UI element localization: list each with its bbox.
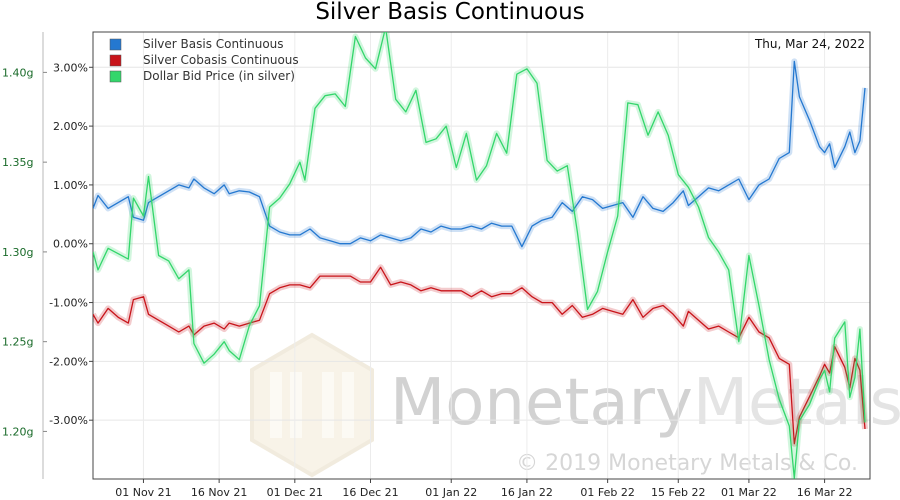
- date-label: Thu, Mar 24, 2022: [754, 37, 865, 51]
- grid-lines: [93, 32, 870, 479]
- legend-swatch: [109, 54, 122, 67]
- x-tick-label: 15 Feb 22: [651, 486, 705, 499]
- left-tick-label: -3.00%: [49, 414, 88, 427]
- plot-frame: [92, 31, 871, 480]
- watermark-brand: MonetaryMetals: [390, 366, 900, 440]
- x-tick-label: 16 Mar 22: [797, 486, 853, 499]
- left-tick-label: -1.00%: [49, 297, 88, 310]
- x-tick-label: 01 Nov 21: [115, 486, 171, 499]
- x-tick-label: 01 Jan 22: [425, 486, 477, 499]
- left-tick-label: 3.00%: [53, 61, 88, 74]
- x-axis-ticks: 01 Nov 21 16 Nov 21 01 Dec 21 16 Dec 21 01 J…: [115, 479, 852, 499]
- x-tick-label: 01 Feb 22: [580, 486, 634, 499]
- legend: Silver Basis Continuous Silver Cobasis Co…: [109, 37, 299, 83]
- right-tick-label: 1.20g: [2, 425, 33, 438]
- x-tick-label: 01 Dec 21: [267, 486, 323, 499]
- legend-swatch: [109, 70, 122, 83]
- left-tick-label: 2.00%: [53, 120, 88, 133]
- series-group: [93, 32, 868, 479]
- left-tick-label: 1.00%: [53, 179, 88, 192]
- left-axis-ticks: 3.00% 2.00% 1.00% 0.00% -1.00% -2.00% -3.00%: [49, 61, 93, 427]
- right-tick-label: 1.30g: [2, 246, 33, 259]
- x-tick-label: 16 Nov 21: [191, 486, 247, 499]
- legend-label: Silver Basis Continuous: [143, 37, 284, 51]
- right-tick-label: 1.40g: [2, 66, 33, 79]
- right-tick-label: 1.35g: [2, 156, 33, 169]
- monetary-metals-logo: [250, 332, 374, 478]
- left-tick-label: -2.00%: [49, 355, 88, 368]
- chart-title: Silver Basis Continuous: [315, 0, 584, 25]
- right-axis-ticks: 1.40g 1.35g 1.30g 1.25g 1.20g: [2, 66, 47, 438]
- x-tick-label: 01 Mar 22: [721, 486, 777, 499]
- watermark: MonetaryMetals © 2019 Monetary Metals & …: [250, 332, 900, 478]
- legend-label: Silver Cobasis Continuous: [143, 53, 299, 67]
- dollar-bid-price-in-silver-line: [93, 32, 866, 479]
- watermark-copyright: © 2019 Monetary Metals & Co.: [516, 451, 858, 476]
- right-tick-label: 1.25g: [2, 336, 33, 349]
- x-tick-label: 16 Jan 22: [501, 486, 553, 499]
- legend-label: Dollar Bid Price (in silver): [143, 69, 295, 83]
- silver-basis-continuous-line: [93, 60, 866, 248]
- legend-swatch: [109, 38, 122, 51]
- silver-cobasis-continuous-line: [93, 266, 866, 445]
- left-tick-label: 0.00%: [53, 238, 88, 251]
- x-tick-label: 16 Dec 21: [342, 486, 398, 499]
